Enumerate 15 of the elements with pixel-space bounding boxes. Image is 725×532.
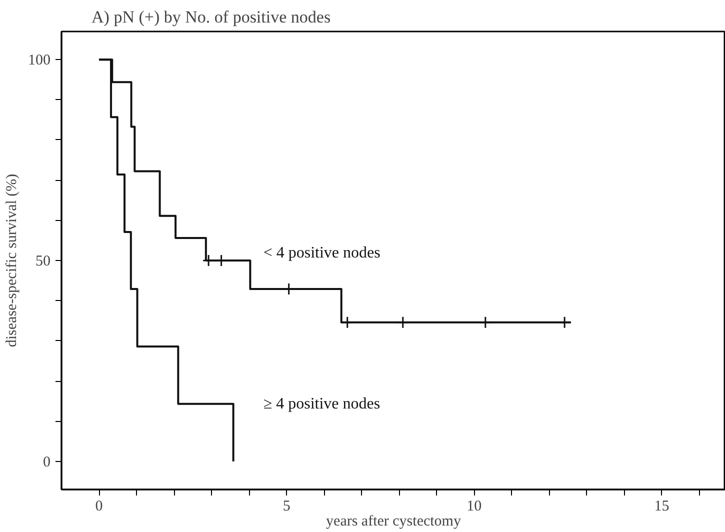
- series-label: ≥ 4 positive nodes: [263, 395, 380, 412]
- chart-title: A) pN (+) by No. of positive nodes: [92, 8, 331, 26]
- x-tick-label: 15: [654, 498, 670, 514]
- y-tick-label: 100: [28, 52, 50, 69]
- series-label: < 4 positive nodes: [263, 244, 380, 262]
- x-tick-label: 10: [466, 498, 482, 514]
- point: [479, 316, 492, 329]
- x-tick-label: 5: [282, 498, 290, 514]
- point: [341, 316, 354, 329]
- y-axis-title: disease-specific survival (%): [4, 174, 20, 348]
- y-tick-label: 50: [36, 254, 50, 270]
- point: [396, 316, 410, 329]
- y-tick-label: 0: [43, 454, 50, 470]
- x-axis-title: years after cystectomy: [326, 514, 462, 530]
- x-tick-label: 0: [95, 498, 103, 514]
